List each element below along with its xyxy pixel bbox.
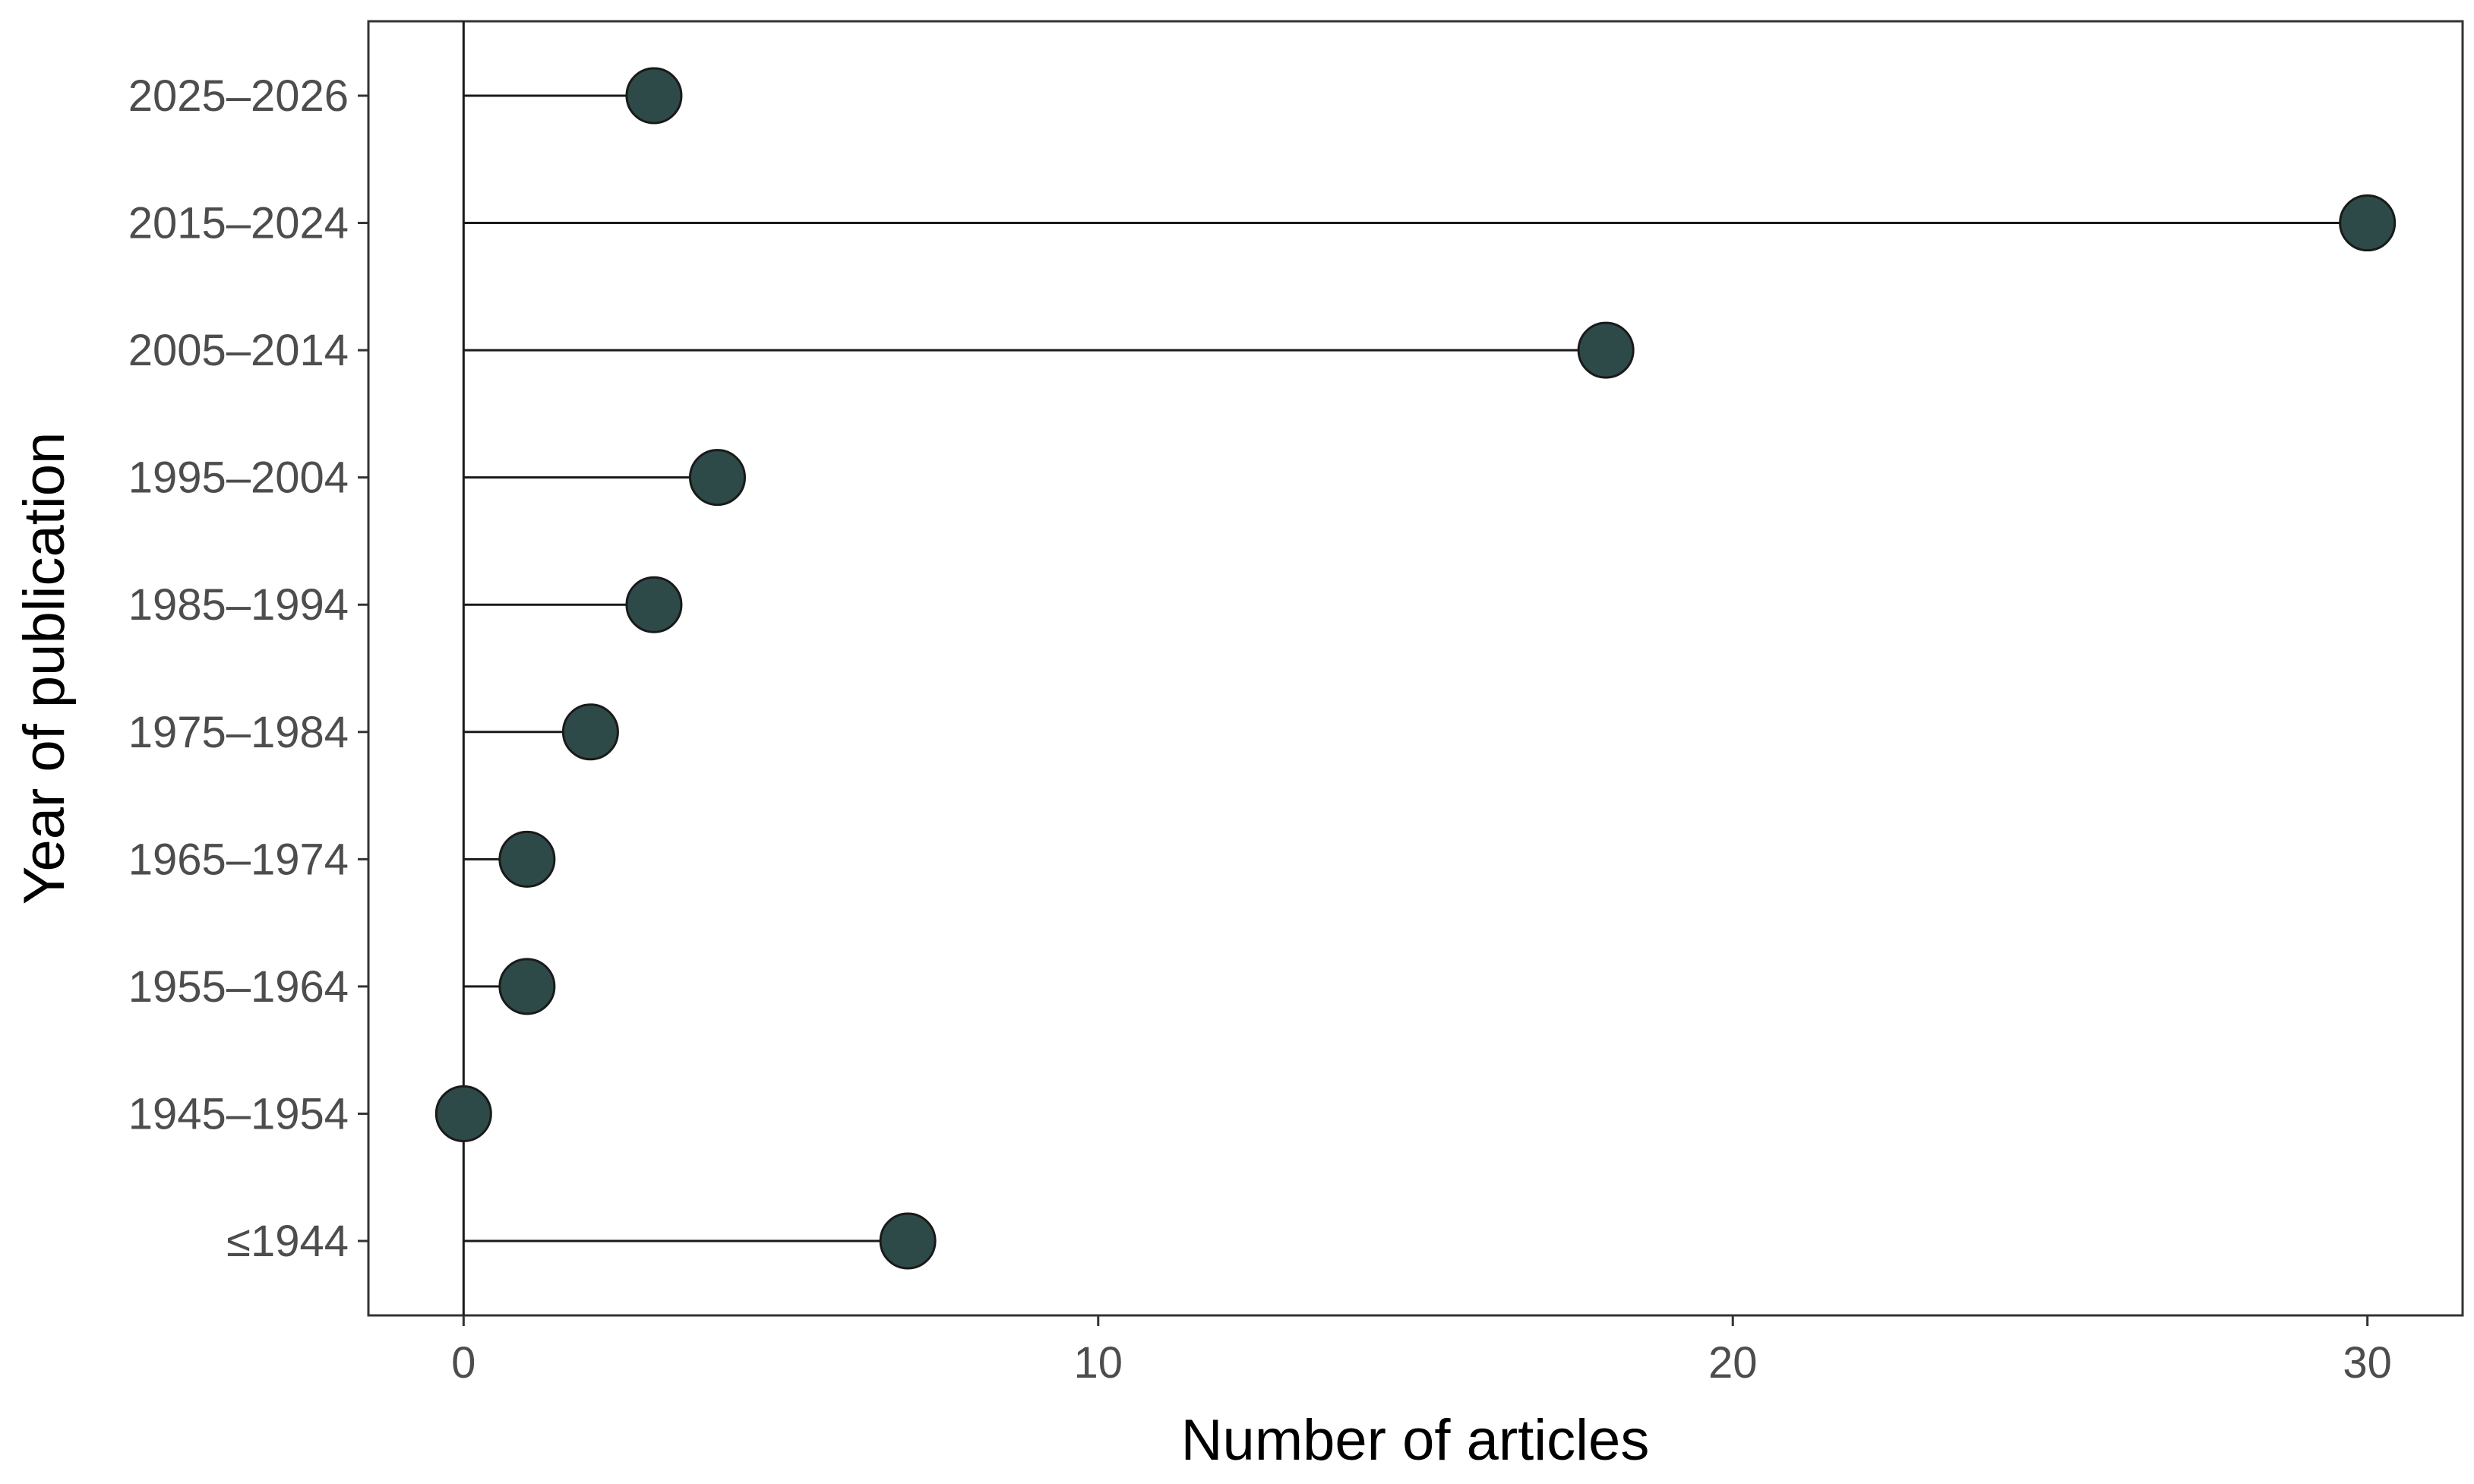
- x-axis-title: Number of articles: [1181, 1408, 1650, 1473]
- x-tick-label: 20: [1708, 1338, 1758, 1388]
- lollipop-point: [561, 703, 619, 761]
- lollipop-point: [879, 1212, 937, 1270]
- lollipop-point: [434, 1085, 492, 1142]
- y-tick-label: 1985–1994: [128, 580, 349, 630]
- y-tick-label: 1955–1964: [128, 962, 349, 1012]
- lollipop-point: [1577, 321, 1635, 379]
- lollipop-point: [498, 958, 556, 1015]
- x-tick-label: 0: [451, 1338, 476, 1388]
- y-tick-label: 1945–1954: [128, 1089, 349, 1138]
- y-tick-label: 2005–2014: [128, 326, 349, 375]
- lollipop-point: [2339, 194, 2397, 252]
- lollipop-point: [625, 67, 683, 125]
- y-tick-label: ≤1944: [226, 1217, 349, 1266]
- lollipop-point: [625, 576, 683, 633]
- lollipop-point: [689, 449, 746, 507]
- y-tick-label: 1975–1984: [128, 708, 349, 757]
- plot-layer: 0 10 20 30 ≤1944 1945–1954 1955–1964 1965–1974 1…: [128, 21, 2397, 1388]
- x-tick-label: 30: [2343, 1338, 2392, 1388]
- y-tick-label: 2025–2026: [128, 71, 349, 121]
- y-tick-label: 2015–2024: [128, 199, 349, 248]
- y-axis-title: Year of publication: [12, 432, 77, 905]
- y-tick-label: 1995–2004: [128, 453, 349, 503]
- x-tick-label: 10: [1074, 1338, 1123, 1388]
- lollipop-point: [498, 830, 556, 888]
- y-tick-label: 1965–1974: [128, 835, 349, 884]
- panel-border: [367, 20, 2464, 1317]
